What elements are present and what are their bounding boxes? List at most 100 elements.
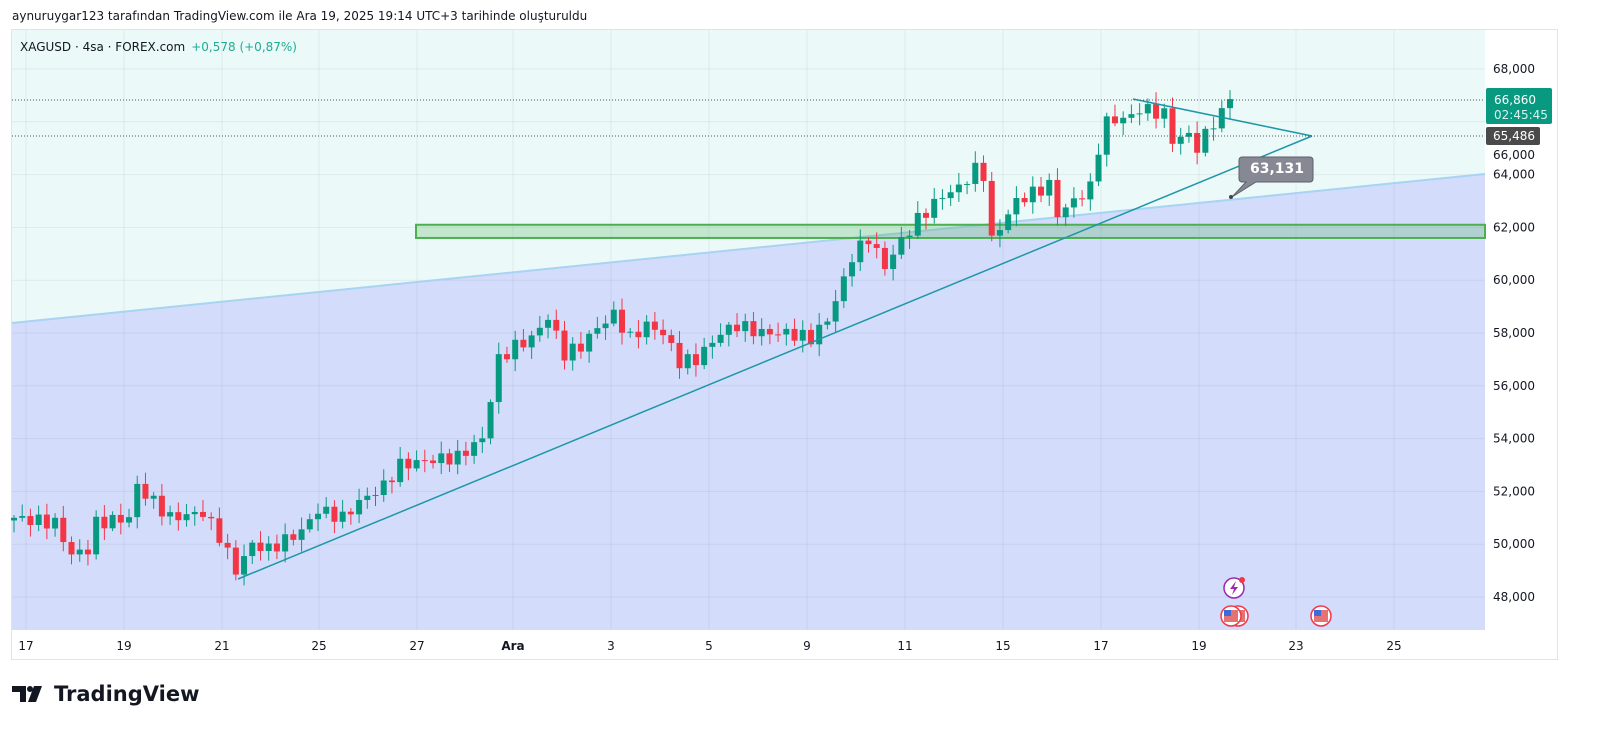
candle	[577, 331, 584, 359]
candle	[709, 335, 716, 359]
candle	[1153, 92, 1160, 129]
candle-body	[35, 514, 42, 526]
candle	[430, 454, 437, 469]
candle	[1021, 192, 1028, 207]
candle	[545, 314, 552, 339]
candle-body	[1079, 198, 1086, 200]
tradingview-logo[interactable]: TradingView	[12, 682, 199, 706]
candle-body	[413, 460, 420, 469]
candle-body	[684, 354, 691, 369]
candle-body	[660, 329, 667, 336]
candle-body	[503, 354, 510, 360]
chart-container[interactable]	[11, 29, 1558, 660]
candle	[1013, 186, 1020, 227]
candle	[175, 502, 182, 531]
candle	[290, 529, 297, 546]
candle-body	[972, 162, 979, 184]
candle	[479, 426, 486, 453]
level-price-label: 65,486	[1493, 129, 1535, 143]
candle-body	[890, 254, 897, 270]
x-axis-label: 19	[116, 639, 131, 653]
candle	[19, 504, 26, 522]
candle-body	[840, 276, 847, 302]
y-axis-label: 60,000	[1493, 273, 1535, 287]
candle	[1038, 176, 1045, 203]
candle	[446, 448, 453, 473]
candle	[1120, 111, 1127, 136]
candle-body	[1218, 108, 1225, 129]
candle	[1218, 100, 1225, 133]
x-axis-label: 21	[214, 639, 229, 653]
candle-body	[1128, 114, 1135, 118]
candle	[216, 507, 223, 547]
candle	[1062, 203, 1069, 227]
candle	[273, 534, 280, 560]
candle	[60, 505, 67, 552]
candle-body	[939, 198, 946, 200]
candle	[1194, 121, 1201, 165]
candle-body	[561, 330, 568, 361]
candle-body	[1202, 128, 1209, 153]
candle	[1227, 90, 1233, 120]
candle	[315, 503, 321, 532]
candle	[996, 219, 1003, 248]
candle	[52, 513, 59, 537]
candle	[1005, 209, 1012, 234]
candle	[405, 452, 412, 481]
x-axis-label: 11	[897, 639, 912, 653]
candle-body	[19, 516, 26, 518]
candle-body	[199, 511, 206, 517]
candle-body	[380, 480, 387, 496]
candle-body	[643, 321, 650, 338]
y-axis-label: 66,000	[1493, 148, 1535, 162]
candle-body	[873, 244, 880, 248]
us-flag-canton-icon	[1224, 610, 1231, 616]
candle-body	[1005, 214, 1012, 231]
candle-body	[1054, 179, 1061, 218]
candle-body	[692, 354, 699, 366]
candle	[183, 503, 190, 527]
candle-body	[446, 453, 453, 465]
candle-body	[758, 328, 765, 337]
candle	[931, 188, 938, 224]
candle	[249, 539, 256, 564]
candle-body	[323, 506, 330, 514]
candle	[380, 469, 387, 502]
y-axis-label: 52,000	[1493, 484, 1535, 498]
last-price-badge	[1486, 88, 1552, 124]
x-axis-label: Ara	[501, 639, 524, 653]
callout-anchor	[1229, 195, 1233, 199]
candle-body	[117, 514, 124, 523]
x-axis-label: 3	[607, 639, 615, 653]
candle-body	[495, 354, 502, 403]
candle	[610, 301, 617, 327]
candle	[955, 172, 962, 202]
candle	[561, 320, 568, 370]
candle-body	[619, 309, 625, 333]
x-axis-label: 19	[1191, 639, 1206, 653]
candle	[35, 505, 42, 532]
candle	[676, 331, 683, 379]
candle-body	[577, 343, 584, 352]
x-axis-label: 17	[18, 639, 33, 653]
symbol-info[interactable]: XAGUSD · 4sa · FOREX.com	[20, 40, 186, 54]
candle	[306, 513, 313, 533]
candle-body	[881, 247, 888, 270]
candle	[569, 337, 576, 371]
candle-body	[1013, 198, 1020, 215]
candle-body	[569, 343, 576, 361]
candle-body	[775, 334, 782, 336]
candle	[265, 536, 272, 561]
candle	[1046, 173, 1053, 206]
trend-line-resistance	[1132, 98, 1313, 137]
candle	[651, 311, 658, 340]
candle-body	[676, 342, 683, 369]
candle-body	[914, 212, 921, 236]
candle	[512, 330, 519, 372]
candle	[766, 324, 773, 345]
candle	[791, 318, 798, 346]
candle-body	[709, 342, 716, 347]
y-axis-label: 56,000	[1493, 379, 1535, 393]
candle	[849, 253, 856, 287]
